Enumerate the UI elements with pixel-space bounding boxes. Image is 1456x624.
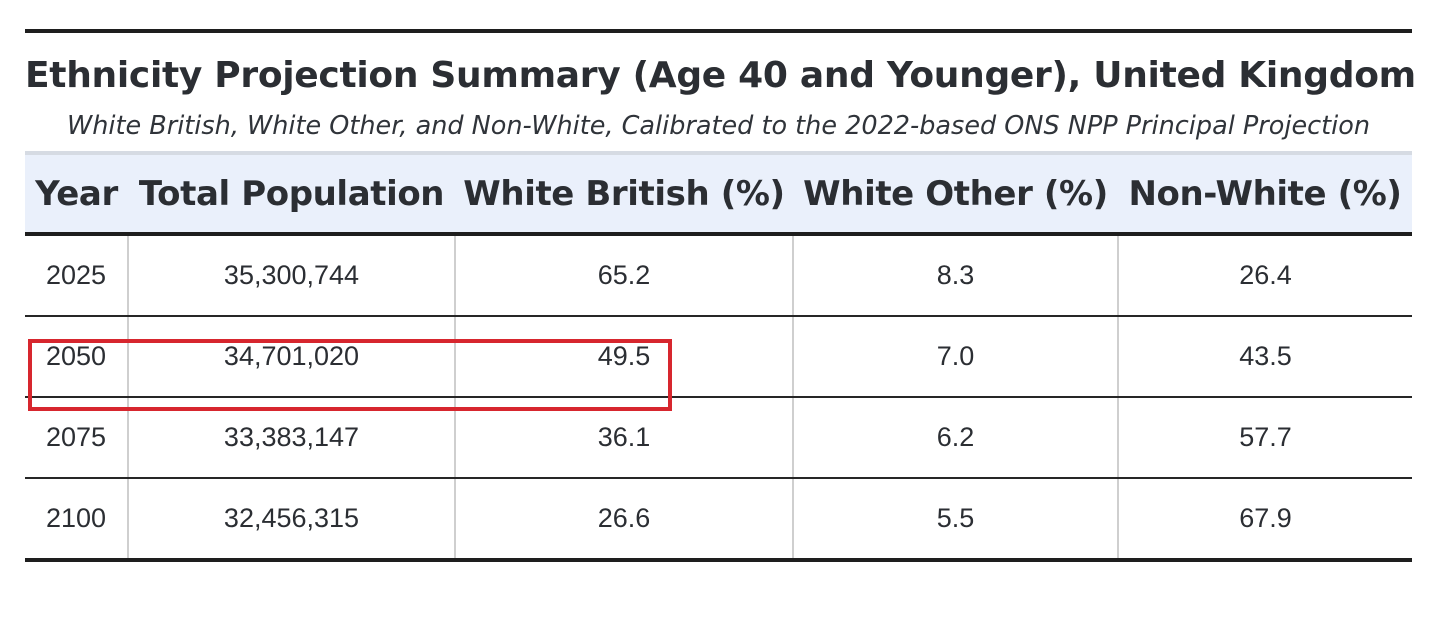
table-row: 2050 34,701,020 49.5 7.0 43.5 [25, 316, 1412, 398]
projection-table-card: Ethnicity Projection Summary (Age 40 and… [25, 29, 1416, 562]
cell-total-population: 32,456,315 [127, 478, 455, 562]
cell-total-population: 35,300,744 [127, 234, 455, 317]
cell-year: 2025 [25, 234, 128, 317]
cell-white-other: 8.3 [792, 234, 1118, 317]
column-header-total-population: Total Population [128, 153, 455, 236]
column-header-white-other: White Other (%) [793, 153, 1118, 236]
cell-non-white: 26.4 [1117, 234, 1412, 317]
cell-year: 2100 [25, 478, 128, 562]
cell-white-british: 36.1 [454, 397, 793, 479]
cell-total-population: 33,383,147 [127, 397, 455, 479]
cell-white-british: 49.5 [454, 316, 793, 398]
table-row: 2025 35,300,744 65.2 8.3 26.4 [25, 234, 1412, 317]
cell-non-white: 43.5 [1117, 316, 1412, 398]
cell-non-white: 57.7 [1117, 397, 1412, 479]
cell-white-british: 65.2 [454, 234, 793, 317]
table-title: Ethnicity Projection Summary (Age 40 and… [25, 55, 1416, 96]
cell-white-other: 6.2 [792, 397, 1118, 479]
table-row: 2100 32,456,315 26.6 5.5 67.9 [25, 478, 1412, 562]
table-subtitle: White British, White Other, and Non-Whit… [66, 111, 1370, 141]
cell-non-white: 67.9 [1117, 478, 1412, 562]
cell-total-population: 34,701,020 [127, 316, 455, 398]
cell-year: 2075 [25, 397, 128, 479]
table-row: 2075 33,383,147 36.1 6.2 57.7 [25, 397, 1412, 479]
projection-table: Year Total Population White British (%) … [25, 151, 1412, 562]
table-header-row: Year Total Population White British (%) … [25, 153, 1412, 236]
cell-white-other: 7.0 [792, 316, 1118, 398]
cell-white-british: 26.6 [454, 478, 793, 562]
cell-white-other: 5.5 [792, 478, 1118, 562]
column-header-non-white: Non-White (%) [1118, 153, 1412, 236]
column-header-white-british: White British (%) [455, 153, 793, 236]
cell-year: 2050 [25, 316, 128, 398]
column-header-year: Year [25, 153, 128, 236]
top-rule [25, 29, 1412, 33]
